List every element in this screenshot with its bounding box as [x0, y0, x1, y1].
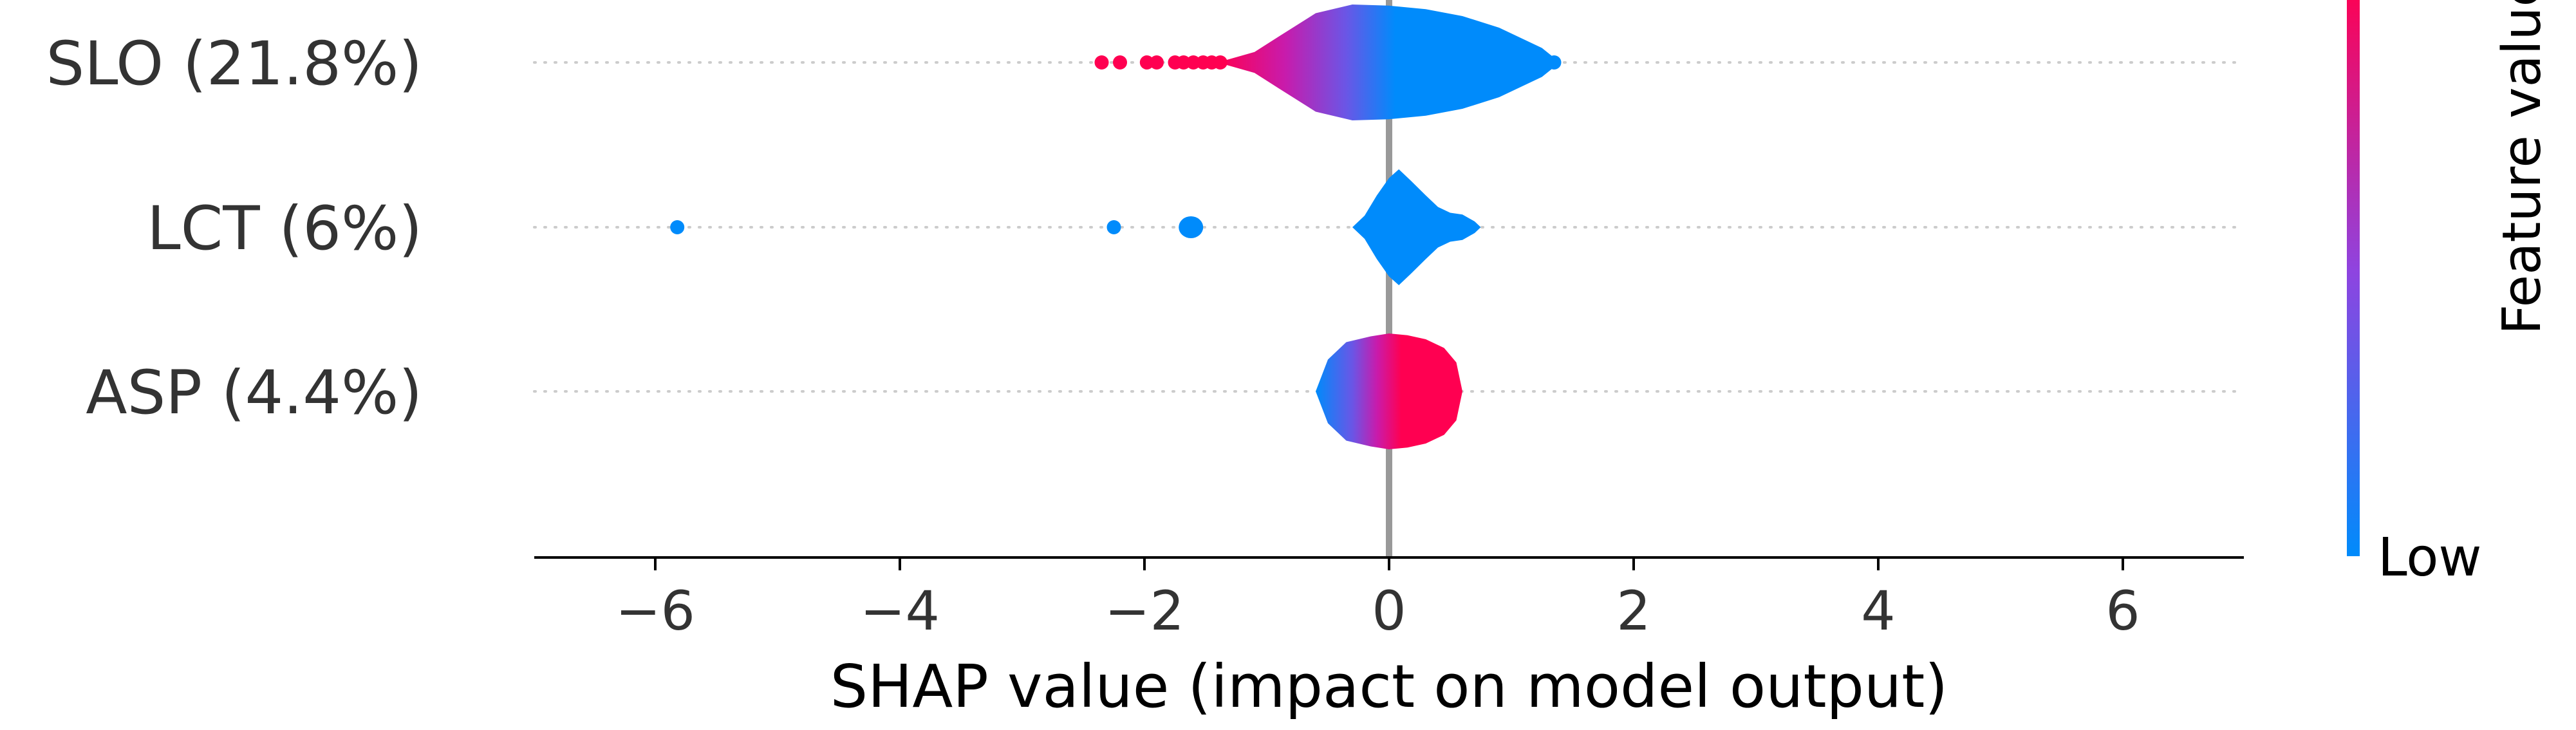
violin-secondary-lct: [1179, 216, 1204, 238]
colorbar: Low Feature value: [2347, 0, 2553, 588]
colorbar-title: Feature value: [2492, 0, 2553, 335]
x-tick-label-5: 4: [1861, 579, 1895, 642]
x-axis: −6 −4 −2 0 2 4 6 SHAP value (impact on model o…: [534, 556, 2244, 721]
x-tick-label-3: 0: [1372, 579, 1406, 642]
colorbar-low-label: Low: [2378, 527, 2481, 588]
feature-rows: SLO (21.8%) LCT (6%) ASP (4.4%): [46, 29, 2245, 428]
feature-label-slo: SLO (21.8%): [46, 29, 422, 99]
x-tick-label-6: 6: [2105, 579, 2140, 642]
violins: [1179, 5, 1554, 449]
outlier-dot-slo-1: [1113, 55, 1127, 70]
outlier-dot-slo-9: [1213, 55, 1227, 70]
outlier-dot-slo-5: [1176, 55, 1191, 70]
violin-slo: [1224, 5, 1554, 120]
x-axis-title: SHAP value (impact on model output): [830, 652, 1948, 721]
feature-label-lct: LCT (6%): [147, 194, 422, 264]
feature-label-asp: ASP (4.4%): [86, 358, 422, 428]
outlier-dot-lct-0: [670, 220, 685, 234]
outlier-dot-slo-6: [1186, 55, 1200, 70]
outlier-dot-slo-3: [1150, 55, 1164, 70]
violin-asp: [1316, 333, 1462, 449]
x-tick-label-4: 2: [1616, 579, 1650, 642]
x-tick-label-1: −4: [860, 579, 940, 642]
outlier-dot-lct-1: [1106, 220, 1121, 234]
x-tick-label-2: −2: [1105, 579, 1184, 642]
outlier-dot-slo-2: [1139, 55, 1154, 70]
x-ticks: −6 −4 −2 0 2 4 6: [615, 557, 2140, 642]
x-tick-label-0: −6: [615, 579, 695, 642]
violin-lct: [1352, 169, 1481, 285]
outlier-dot-slo-0: [1094, 55, 1109, 70]
outlier-dot-slo-10: [1547, 55, 1562, 70]
outlier-dots: [670, 55, 1562, 234]
colorbar-bar: [2347, 0, 2360, 556]
